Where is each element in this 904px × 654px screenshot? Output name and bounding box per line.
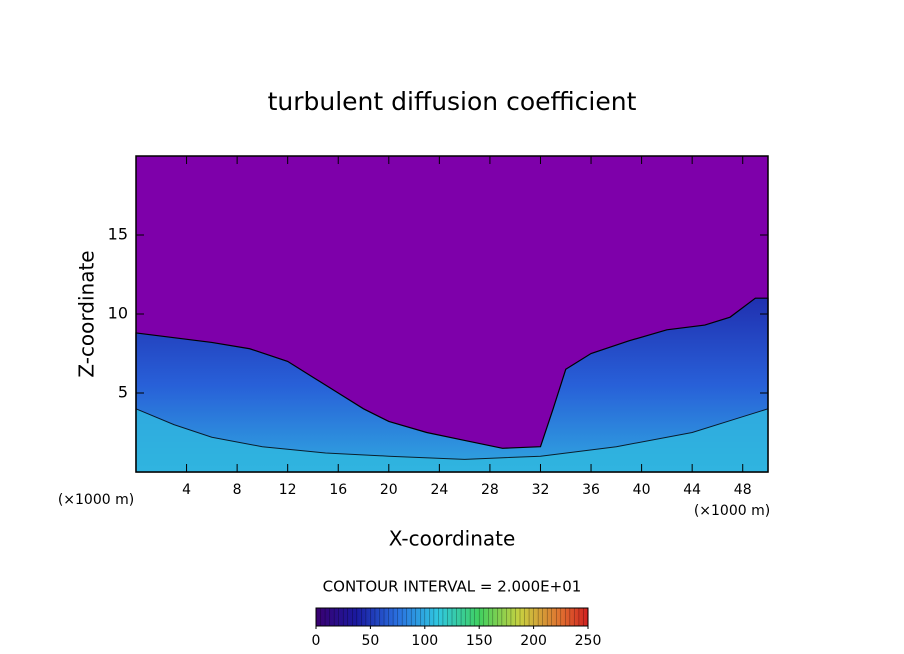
x-tick-label: 12 [279,482,297,498]
x-axis-label: X-coordinate [389,527,516,551]
y-tick-label: 15 [108,225,128,244]
x-tick-label: 16 [329,482,347,498]
x-tick-label: 44 [683,482,701,498]
x-unit-label: (×1000 m) [694,503,770,519]
colorbar-tick-label: 200 [520,633,547,649]
field-region [135,297,769,473]
y-unit-label: (×1000 m) [58,492,134,508]
colorbar-tick-label: 250 [575,633,602,649]
contour-interval: CONTOUR INTERVAL = 2.000E+01 [323,578,582,596]
x-tick-label: 32 [532,482,550,498]
x-tick-label: 28 [481,482,499,498]
y-tick-label: 10 [108,304,128,323]
x-tick-label: 4 [182,482,191,498]
y-axis-label: Z-coordinate [75,250,99,377]
x-tick-label: 40 [633,482,651,498]
x-tick-label: 48 [734,482,752,498]
chart-title: turbulent diffusion coefficient [268,87,637,116]
x-tick-label: 24 [430,482,448,498]
y-tick-label: 5 [118,383,128,402]
x-tick-label: 20 [380,482,398,498]
colorbar-tick-label: 0 [312,633,321,649]
colorbar-tick-label: 50 [361,633,379,649]
colorbar-tick-label: 150 [466,633,493,649]
x-tick-label: 8 [233,482,242,498]
colorbar-tick-label: 100 [411,633,438,649]
x-tick-label: 36 [582,482,600,498]
